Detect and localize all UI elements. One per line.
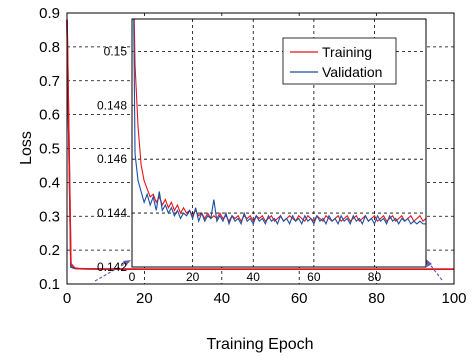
zoom-arrow-right-head [426,259,432,267]
legend-box [282,37,397,85]
main-x-tick-label: 60 [291,290,308,307]
main-y-tick-label: 0.9 [39,5,60,22]
inset-x-tick-labels: 0 20 40 60 80 [129,270,382,284]
legend-label-training: Training [322,44,372,60]
inset-y-tick-label: 0.144 [97,206,127,220]
main-y-tick-label: 0.8 [39,39,60,56]
main-x-tick-label: 100 [441,290,466,307]
legend-label-validation: Validation [322,64,382,80]
main-y-tick-label: 0.2 [39,242,60,259]
main-x-tick-label: 80 [368,290,385,307]
main-y-tick-label: 0.6 [39,107,60,124]
inset-series [133,19,426,226]
main-x-tick-label: 40 [213,290,230,307]
zoom-arrow-right [427,261,443,281]
inset-x-tick-label: 0 [129,270,136,284]
legend: Training Validation [282,37,397,85]
main-series [66,19,455,271]
main-y-tick-label: 0.3 [39,208,60,225]
main-y-tick-label: 0.4 [39,174,60,191]
inset-y-tick-label: 0.146 [97,152,127,166]
main-x-tick-label: 0 [63,290,71,307]
inset-plot-frame [131,18,427,268]
inset-y-tick-labels: 0.142 0.144 0.146 0.148 0.15 [97,44,127,274]
zoom-arrows [94,259,443,282]
inset-x-tick-label: 20 [186,270,200,284]
zoom-arrow-left [94,261,129,282]
inset-x-tick-label: 80 [368,270,382,284]
inset-series-line-training [133,19,426,223]
zoom-arrow-left-head [123,260,131,266]
main-y-tick-labels: 0.1 0.2 0.3 0.4 0.5 0.6 0.7 0.8 0.9 [39,5,60,293]
main-x-tick-label: 20 [136,290,153,307]
inset-y-tick-label: 0.142 [97,260,127,274]
x-axis-label: Training Epoch [206,336,313,353]
main-y-tick-label: 0.5 [39,141,60,158]
main-plot-frame [66,12,455,285]
inset-y-tick-label: 0.15 [104,44,128,58]
inset-x-tick-label: 60 [307,270,321,284]
inset-x-tick-label: 40 [247,270,261,284]
y-axis-label: Loss [18,131,35,165]
main-series-line-training [66,19,454,270]
main-x-tick-labels: 0 20 40 60 80 100 [63,290,467,307]
main-y-tick-label: 0.7 [39,73,60,90]
inset-series-line-validation [133,19,426,226]
main-y-tick-label: 0.1 [39,276,60,293]
inset-y-tick-label: 0.148 [97,98,127,112]
